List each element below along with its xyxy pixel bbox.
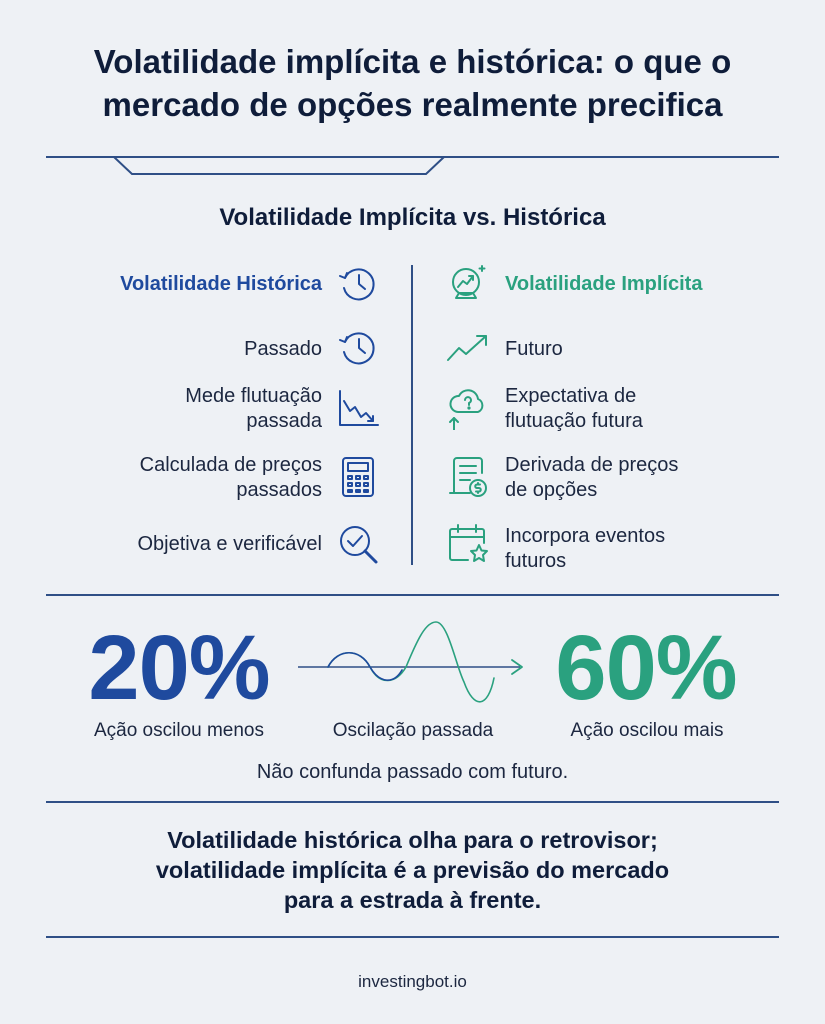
item-text-line-1: Calculada de preços [139,454,322,476]
section-rule [46,936,779,938]
implied-value: 60% [555,617,737,719]
trend-up-arrow-icon [447,335,487,361]
warning-note: Não confunda passado com futuro. [256,761,569,783]
footer-site: investingbot.io [358,972,467,991]
item-text: Futuro [505,338,563,360]
implied-heading: Volatilidade Implícita [505,273,703,295]
title-line-2: mercado de opções realmente precifica [102,86,723,123]
crystal-ball-chart-icon [452,265,486,299]
historical-value: 20% [88,617,270,719]
closing-quote: Volatilidade histórica olha para o retro… [0,825,825,915]
item-text-line-2: de opções [505,479,598,501]
title-rule [46,156,779,175]
check-magnifier-icon [340,526,378,564]
section-rule [46,801,779,803]
implied-caption: Ação oscilou mais [570,720,724,741]
implied-item-events: Incorpora eventos futuros [505,524,795,574]
document-dollar-icon [449,457,487,497]
item-text-line-2: passados [236,479,322,501]
item-text-line-2: futuros [505,550,567,572]
title-line-1: Volatilidade implícita e histórica: o qu… [93,43,732,80]
item-text-line-2: passada [246,410,322,432]
quote-line-2: volatilidade implícita é a previsão do m… [155,857,670,883]
cloud-question-icon [449,389,484,430]
item-text-line-1: Derivada de preços [505,454,679,476]
implied-item-future: Futuro [505,337,795,362]
historical-item-past: Passado [60,337,322,362]
implied-item-expectation: Expectativa de flutuação futura [505,384,795,434]
oscillation-wave [298,621,523,703]
comparison-subtitle: Volatilidade Implícita vs. Histórica [219,204,606,231]
historical-heading: Volatilidade Histórica [120,273,322,295]
section-rule [46,594,779,596]
item-text-line-2: flutuação futura [505,410,643,432]
historical-item-calculated: Calculada de preços passados [60,453,322,503]
calendar-star-icon [449,524,488,562]
oscillation-caption: Oscilação passada [332,720,494,741]
declining-chart-icon [339,390,379,426]
column-divider [411,265,413,565]
history-clock-icon [339,332,375,365]
item-text: Objetiva e verificável [137,533,322,555]
page-title: Volatilidade implícita e histórica: o qu… [0,40,825,126]
item-text-line-1: Expectativa de [505,385,637,407]
historical-caption: Ação oscilou menos [93,720,265,741]
historical-item-measures: Mede flutuação passada [60,384,322,434]
quote-line-1: Volatilidade histórica olha para o retro… [167,827,658,853]
implied-item-derived: Derivada de preços de opções [505,453,795,503]
quote-line-3: para a estrada à frente. [283,887,542,913]
item-text-line-1: Mede flutuação [185,385,322,407]
historical-item-objective: Objetiva e verificável [60,532,322,557]
history-clock-icon [339,268,375,301]
calculator-icon [342,457,374,497]
item-text: Passado [244,338,322,360]
item-text-line-1: Incorpora eventos [505,525,666,547]
